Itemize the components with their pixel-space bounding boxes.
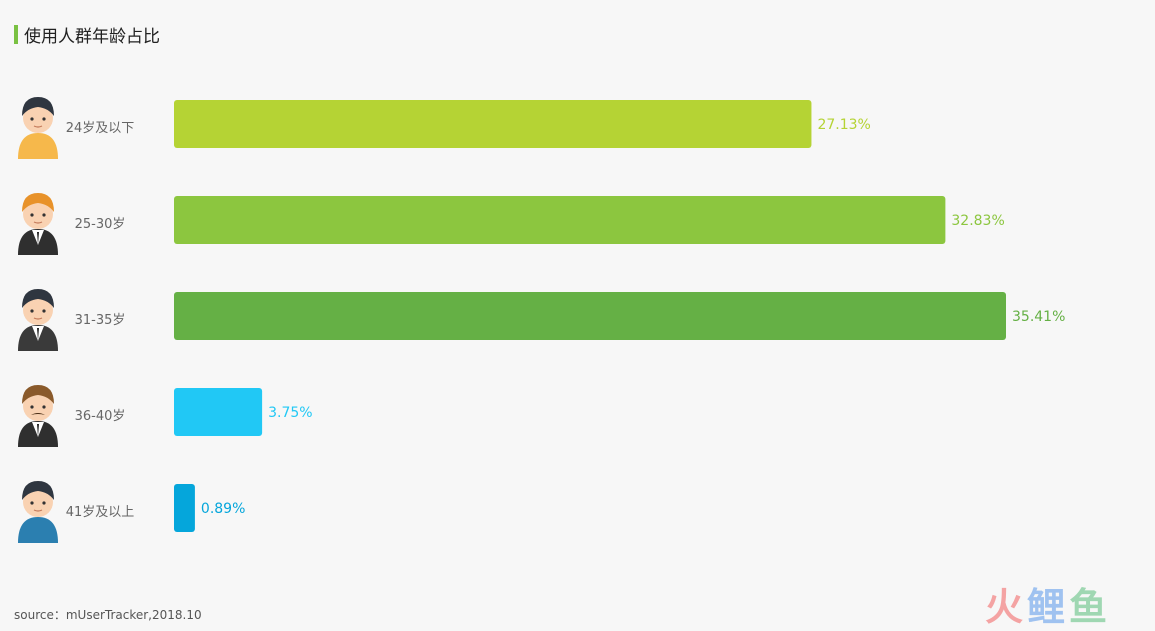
watermark-char: 鲤 [1027, 585, 1070, 629]
young-boy-icon [18, 97, 58, 159]
value-label: 0.89% [201, 501, 245, 517]
bar [174, 292, 1006, 340]
businessman-icon [18, 289, 58, 351]
value-label: 27.13% [817, 117, 870, 133]
title-accent-bar [14, 25, 18, 44]
category-label: 41岁及以上 [66, 505, 135, 520]
orange-hair-man-icon [18, 193, 58, 255]
value-label: 3.75% [268, 405, 312, 421]
watermark-char: 火 [985, 585, 1028, 629]
bar [174, 484, 195, 532]
category-label: 31-35岁 [75, 313, 126, 328]
bar [174, 100, 812, 148]
watermark-logo: 火鲤鱼 [985, 576, 1111, 631]
bar [174, 196, 946, 244]
bar [174, 388, 263, 436]
source-note: source：mUserTracker,2018.10 [14, 608, 202, 622]
older-man-icon [18, 481, 58, 543]
category-label: 25-30岁 [75, 217, 126, 232]
bar-chart: 24岁及以下 27.13% 25-30岁 32.83% 31-35岁 35.41% 36-4… [18, 97, 1065, 543]
chart-title-wrap: 使用人群年龄占比 [14, 22, 160, 47]
mustache-man-icon [18, 385, 58, 447]
watermark-char: 鱼 [1069, 585, 1112, 629]
value-label: 35.41% [1012, 309, 1065, 325]
category-label: 36-40岁 [75, 409, 126, 424]
value-label: 32.83% [951, 213, 1004, 229]
chart-title: 使用人群年龄占比 [24, 27, 160, 47]
category-label: 24岁及以下 [66, 121, 135, 136]
